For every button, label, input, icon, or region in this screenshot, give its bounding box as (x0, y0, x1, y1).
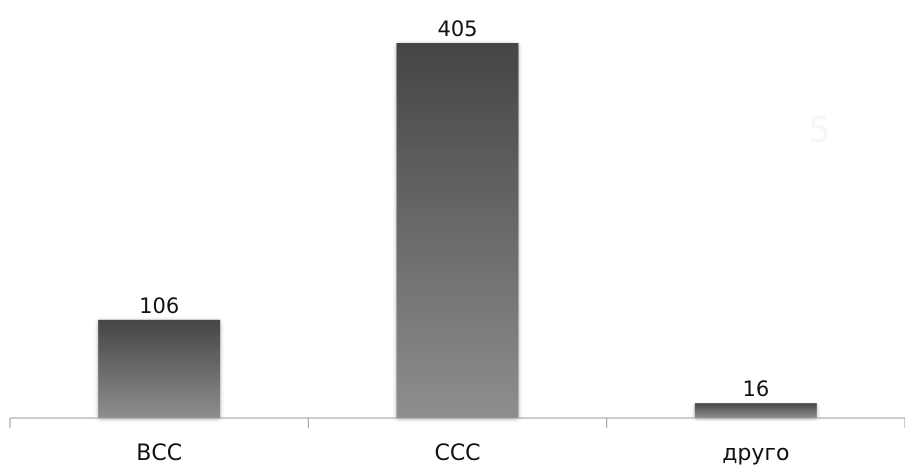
bar-1 (98, 319, 221, 418)
labels-layer: 106 ВСС 405 ССС 16 друго (136, 17, 789, 466)
data-label-1: 106 (139, 294, 179, 318)
slide-number: 5 (808, 110, 831, 151)
x-tick-label-2: ССС (434, 441, 480, 466)
data-label-3: 16 (742, 377, 769, 401)
x-axis (9, 417, 905, 428)
bars-layer (98, 43, 817, 418)
x-tick-label-1: ВСС (136, 441, 182, 466)
bar-3 (694, 403, 817, 418)
data-label-2: 405 (437, 17, 477, 41)
x-tick-label-3: друго (722, 441, 789, 466)
bar-2 (396, 43, 519, 418)
